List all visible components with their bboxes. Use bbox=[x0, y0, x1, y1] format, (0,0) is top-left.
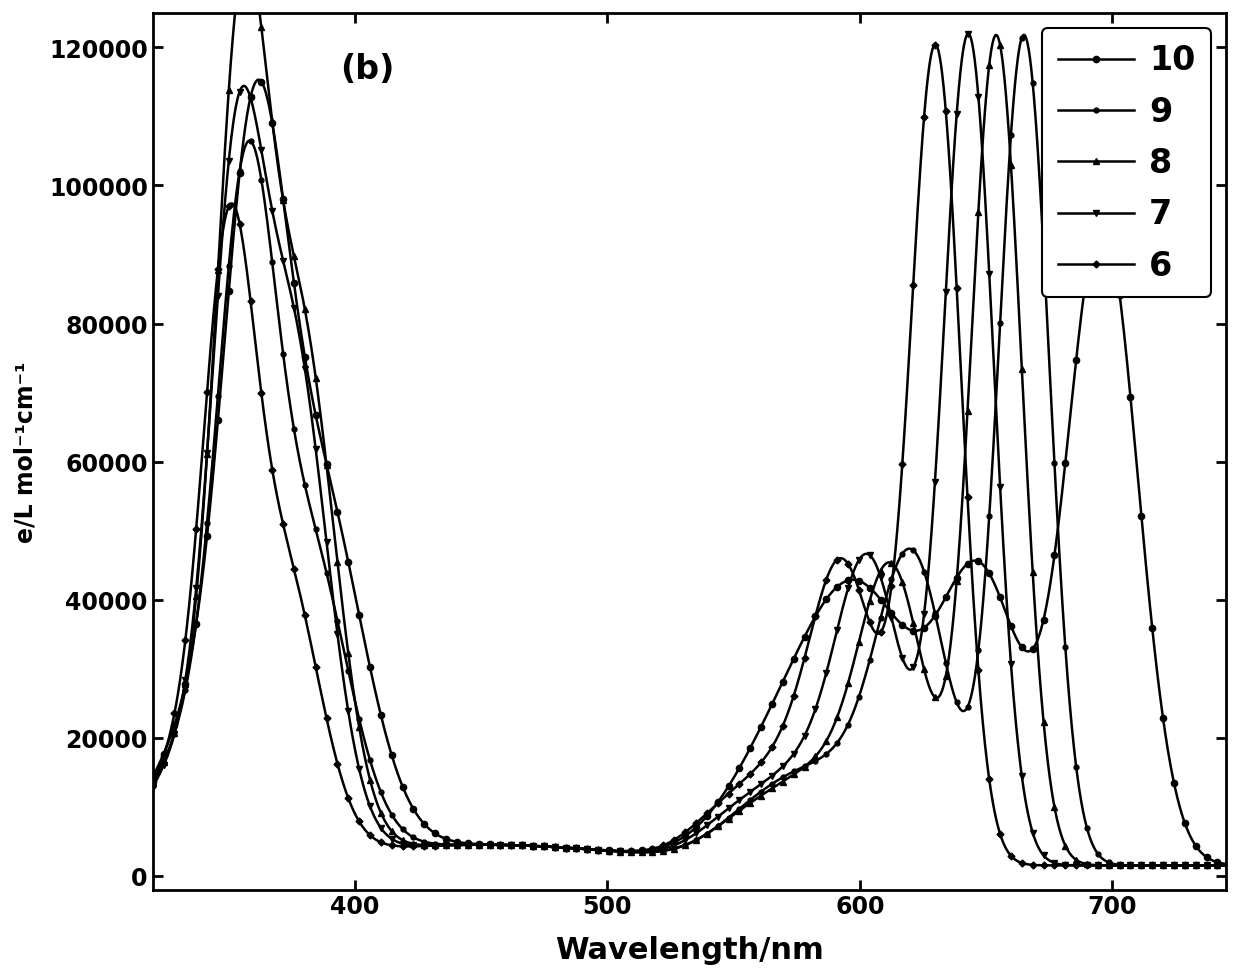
Line: 9: 9 bbox=[150, 33, 1240, 867]
10 bbox=[269, 149, 284, 160]
Y-axis label: e/L mol⁻¹cm⁻¹: e/L mol⁻¹cm⁻¹ bbox=[14, 361, 38, 543]
6 bbox=[334, 771, 348, 782]
10 bbox=[250, 74, 265, 86]
6 bbox=[145, 777, 160, 788]
7 bbox=[961, 28, 976, 40]
6 bbox=[269, 488, 284, 500]
10 bbox=[1231, 860, 1240, 871]
8 bbox=[334, 592, 348, 603]
9 bbox=[269, 294, 284, 306]
10 bbox=[145, 772, 160, 783]
9 bbox=[334, 632, 348, 644]
Text: (b): (b) bbox=[341, 53, 396, 86]
6 bbox=[1210, 860, 1225, 871]
9 bbox=[1231, 860, 1240, 871]
Line: 6: 6 bbox=[150, 43, 1240, 867]
8 bbox=[269, 154, 284, 165]
9 bbox=[1210, 860, 1225, 871]
6 bbox=[1094, 860, 1109, 871]
7 bbox=[609, 846, 624, 858]
9 bbox=[1017, 30, 1032, 42]
7 bbox=[269, 227, 284, 239]
7 bbox=[1094, 860, 1109, 871]
9 bbox=[562, 842, 577, 854]
8 bbox=[562, 842, 577, 854]
7 bbox=[562, 842, 577, 854]
10 bbox=[562, 842, 577, 854]
8 bbox=[1094, 860, 1109, 871]
Line: 7: 7 bbox=[150, 31, 1240, 868]
7 bbox=[1210, 860, 1225, 871]
6 bbox=[562, 842, 577, 854]
6 bbox=[1231, 860, 1240, 871]
10 bbox=[1094, 215, 1109, 227]
7 bbox=[1231, 860, 1240, 871]
7 bbox=[145, 781, 160, 793]
6 bbox=[928, 39, 942, 51]
Legend: 10, 9, 8, 7, 6: 10, 9, 8, 7, 6 bbox=[1043, 29, 1210, 297]
8 bbox=[1231, 860, 1240, 871]
9 bbox=[145, 780, 160, 792]
X-axis label: Wavelength/nm: Wavelength/nm bbox=[556, 935, 823, 964]
9 bbox=[609, 845, 624, 857]
6 bbox=[609, 845, 624, 857]
10 bbox=[334, 524, 348, 536]
8 bbox=[609, 846, 624, 858]
Line: 10: 10 bbox=[150, 77, 1240, 868]
9 bbox=[1094, 852, 1109, 864]
10 bbox=[1210, 857, 1225, 868]
7 bbox=[334, 656, 348, 668]
8 bbox=[145, 778, 160, 789]
8 bbox=[1210, 860, 1225, 871]
10 bbox=[609, 845, 624, 857]
Line: 8: 8 bbox=[150, 0, 1240, 868]
